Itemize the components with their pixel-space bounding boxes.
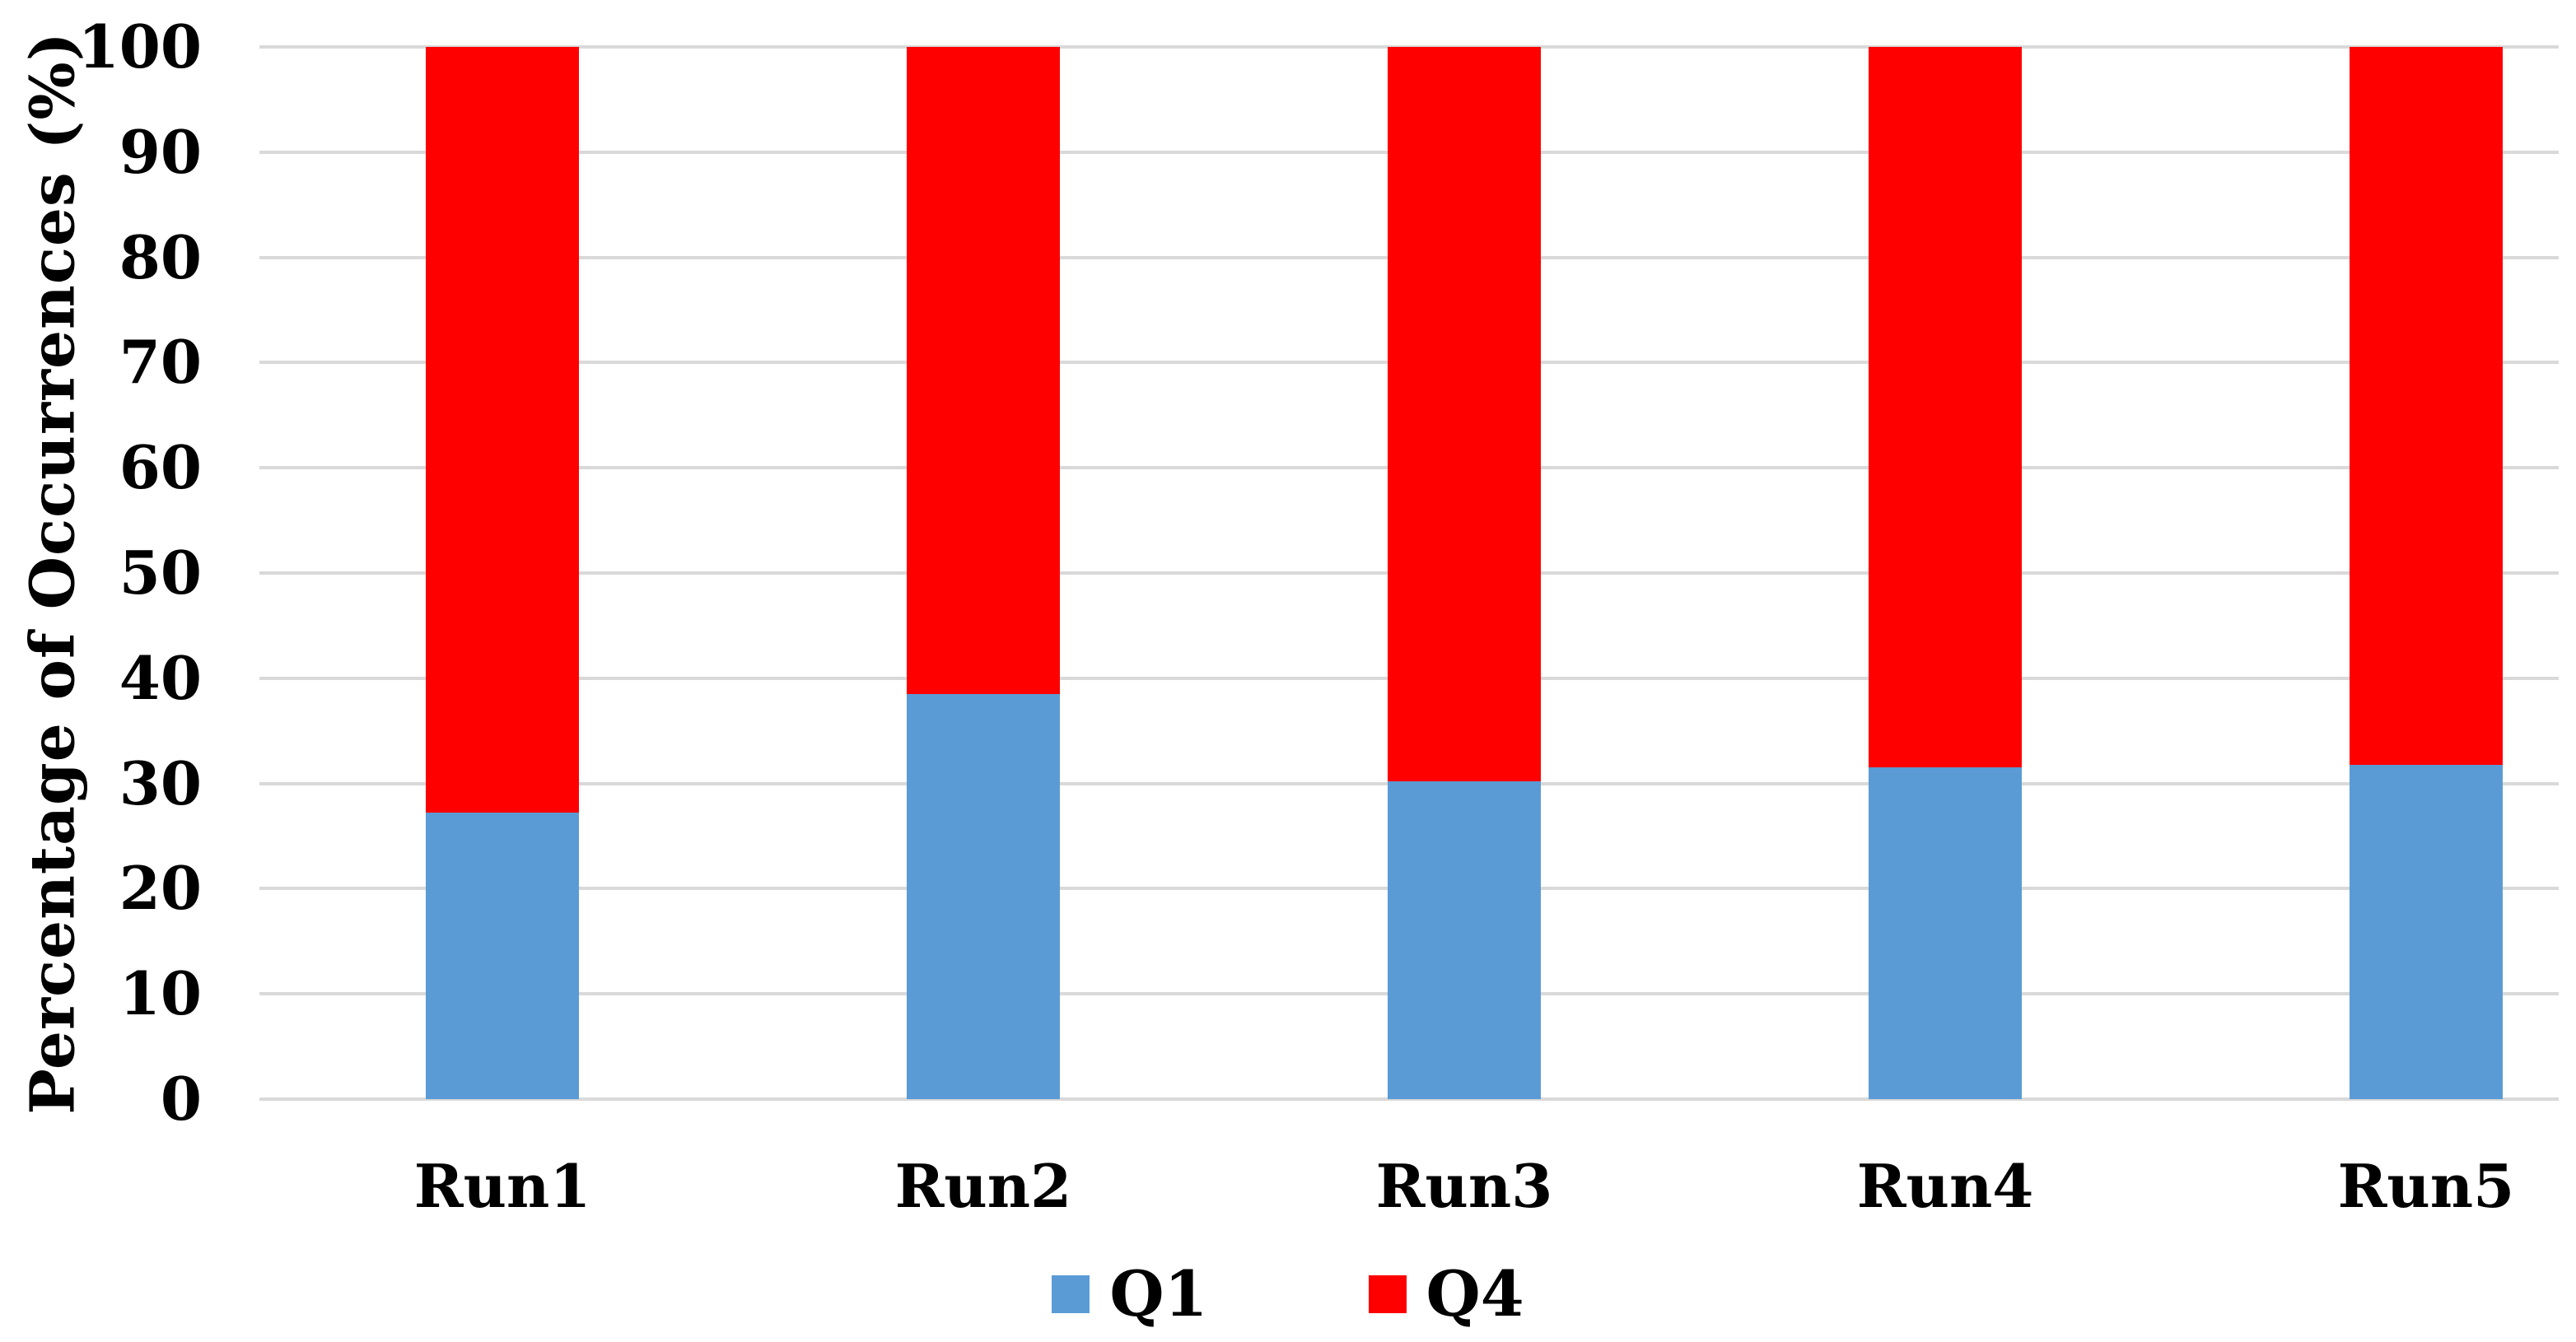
x-axis-label-run1: Run1 xyxy=(413,1151,591,1221)
y-tick-label-20: 20 xyxy=(119,853,202,924)
bar-segment-q1-run3 xyxy=(1388,781,1541,1099)
bar-run4 xyxy=(1869,47,2023,1099)
bar-run5 xyxy=(2349,47,2503,1099)
bar-segment-q4-run4 xyxy=(1869,47,2023,768)
bar-segment-q4-run2 xyxy=(906,47,1060,694)
legend-label-q1: Q1 xyxy=(1109,1257,1208,1330)
y-tick-label-80: 80 xyxy=(119,221,202,292)
bar-segment-q1-run4 xyxy=(1869,767,2023,1099)
legend: Q1 Q4 xyxy=(0,1261,2576,1327)
y-tick-label-0: 0 xyxy=(160,1064,202,1134)
y-tick-label-50: 50 xyxy=(119,538,202,608)
y-tick-label-30: 30 xyxy=(119,748,202,818)
x-axis-label-run2: Run2 xyxy=(894,1151,1072,1221)
legend-item-q1: Q1 xyxy=(1052,1257,1208,1330)
y-tick-label-60: 60 xyxy=(119,432,202,503)
bar-segment-q4-run1 xyxy=(426,47,580,813)
legend-label-q4: Q4 xyxy=(1426,1257,1524,1330)
x-axis-label-run5: Run5 xyxy=(2337,1151,2515,1221)
y-tick-label-70: 70 xyxy=(119,327,202,398)
legend-item-q4: Q4 xyxy=(1368,1257,1524,1330)
gridline-y100 xyxy=(259,45,2559,49)
bar-run2 xyxy=(906,47,1060,1099)
bar-segment-q4-run3 xyxy=(1388,47,1541,782)
bar-segment-q1-run5 xyxy=(2349,764,2503,1099)
legend-swatch-q4 xyxy=(1368,1275,1407,1313)
bar-run3 xyxy=(1388,47,1541,1099)
plot-area xyxy=(259,45,2559,1101)
y-tick-label-100: 100 xyxy=(77,12,202,82)
y-tick-label-10: 10 xyxy=(119,958,202,1029)
bar-segment-q4-run5 xyxy=(2349,47,2503,765)
gridline-y0 xyxy=(259,1097,2559,1101)
y-tick-label-40: 40 xyxy=(119,642,202,713)
bar-run1 xyxy=(426,47,580,1099)
x-axis-label-run3: Run3 xyxy=(1375,1151,1553,1221)
bar-segment-q1-run1 xyxy=(426,813,580,1099)
x-axis-label-run4: Run4 xyxy=(1856,1151,2034,1221)
y-tick-label-90: 90 xyxy=(119,116,202,187)
legend-swatch-q1 xyxy=(1052,1275,1090,1313)
bar-segment-q1-run2 xyxy=(906,693,1060,1099)
